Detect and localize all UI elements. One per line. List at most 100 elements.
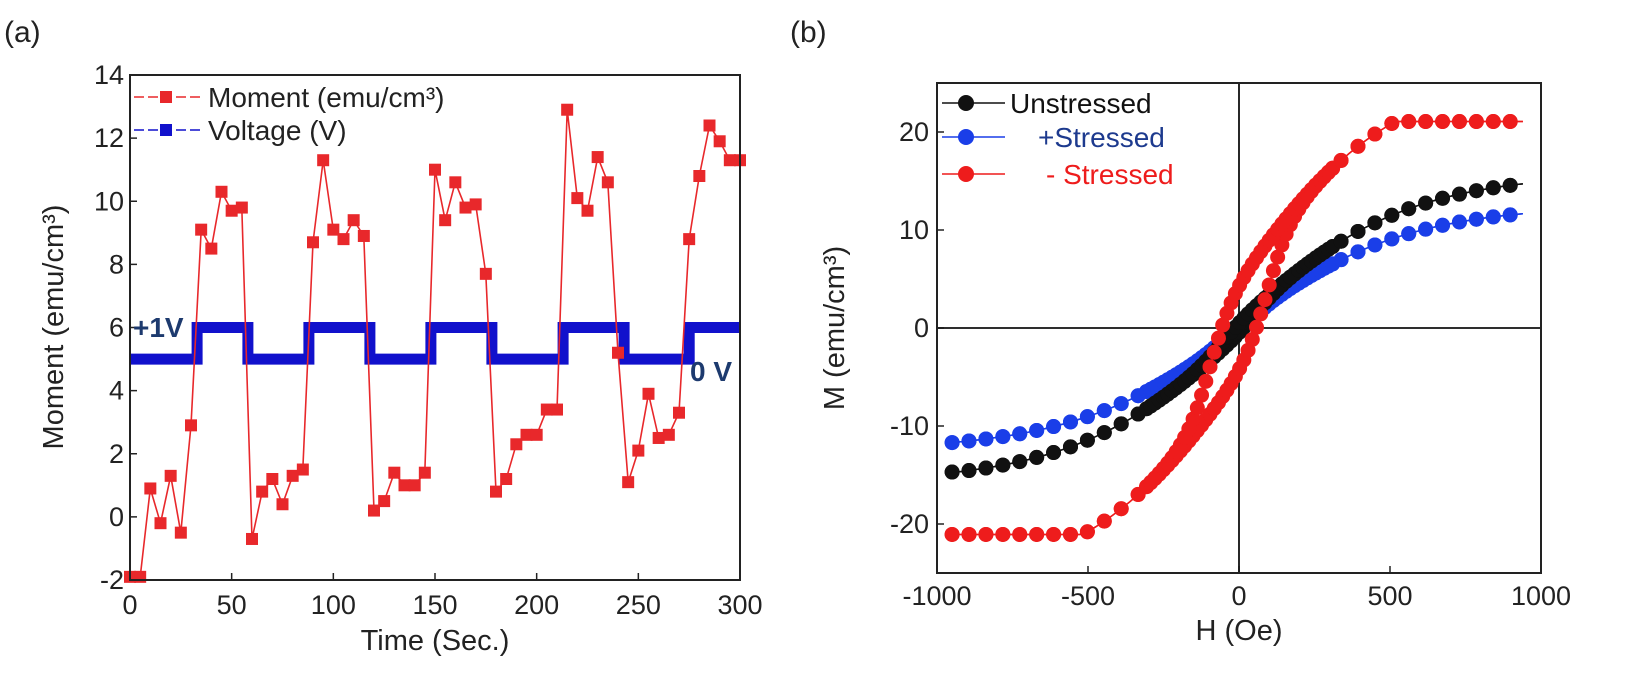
plus-stressed-point xyxy=(1079,409,1095,425)
minus-stressed-point xyxy=(1435,114,1451,130)
moment-point xyxy=(479,267,492,280)
plus-stressed-point xyxy=(1418,221,1434,237)
series-voltage-line xyxy=(130,322,740,365)
minus-stressed-point xyxy=(1215,317,1231,333)
b-ytick-label: 0 xyxy=(914,313,929,343)
unstressed-point xyxy=(1113,416,1129,432)
panel-a-ylabel: Moment (emu/cm³) xyxy=(38,205,70,450)
a-ytick-label: 12 xyxy=(94,123,124,153)
unstressed-point xyxy=(944,464,960,480)
moment-point xyxy=(490,485,502,498)
moment-point xyxy=(357,229,370,242)
unstressed-point xyxy=(978,460,994,476)
a-xtick-label: 50 xyxy=(217,590,247,620)
b-xtick-label: 500 xyxy=(1367,581,1412,611)
panel-a-label: (a) xyxy=(4,16,41,49)
moment-point xyxy=(307,236,319,249)
legend-plus-stressed: +Stressed xyxy=(1038,122,1165,153)
moment-point xyxy=(347,214,360,227)
minus-stressed-point xyxy=(1206,344,1222,360)
unstressed-point xyxy=(1012,454,1028,470)
moment-point xyxy=(713,135,726,148)
moment-point xyxy=(398,479,411,492)
minus-stressed-point xyxy=(1485,114,1501,130)
moment-point xyxy=(591,151,604,164)
plus-stressed-point xyxy=(1096,403,1112,419)
moment-point xyxy=(296,463,309,476)
plus-stressed-point xyxy=(1485,209,1501,225)
minus-stressed-point xyxy=(961,526,977,542)
unstressed-point xyxy=(1502,177,1518,193)
moment-point xyxy=(134,570,147,583)
plus-stressed-point xyxy=(1367,237,1383,253)
a-ytick-label: -2 xyxy=(100,565,124,595)
annotation-0v: 0 V xyxy=(690,356,732,387)
minus-stressed-point xyxy=(978,526,994,542)
moment-point xyxy=(256,485,269,498)
a-ytick-label: 0 xyxy=(109,502,124,532)
plus-stressed-point xyxy=(1012,426,1028,442)
moment-point xyxy=(683,233,696,246)
minus-stressed-point xyxy=(1079,524,1095,540)
b-xtick-label: -500 xyxy=(1061,581,1115,611)
panel-b-legend: Unstressed +Stressed - Stressed xyxy=(942,88,1174,190)
moment-point xyxy=(327,223,340,236)
plus-stressed-point xyxy=(1113,396,1129,412)
minus-stressed-point xyxy=(1046,526,1062,542)
moment-point xyxy=(185,419,197,432)
moment-point xyxy=(205,242,218,255)
unstressed-point xyxy=(1079,432,1095,448)
moment-point xyxy=(154,517,167,530)
b-ytick-label: 10 xyxy=(899,215,929,245)
plus-stressed-point xyxy=(961,433,977,449)
minus-stressed-point xyxy=(1257,292,1273,308)
b-xtick-label: 1000 xyxy=(1511,581,1571,611)
a-xtick-label: 150 xyxy=(412,590,457,620)
plus-stressed-point xyxy=(1451,214,1467,230)
panel-b-frame xyxy=(936,82,1542,574)
legend-marker-minus-stressed xyxy=(958,166,974,182)
moment-point xyxy=(246,532,258,545)
legend-marker-plus-stressed xyxy=(958,129,974,145)
b-ytick-label: 20 xyxy=(899,117,929,147)
moment-point xyxy=(510,438,523,451)
plus-stressed-point xyxy=(1384,231,1400,247)
annotation-plus-1v: +1V xyxy=(133,312,184,343)
unstressed-point xyxy=(995,457,1011,473)
unstressed-point xyxy=(1062,439,1078,455)
moment-point xyxy=(530,428,543,441)
a-xtick-label: 0 xyxy=(122,590,137,620)
moment-point xyxy=(632,444,645,457)
moment-point xyxy=(317,154,330,167)
minus-stressed-point xyxy=(1244,331,1260,347)
unstressed-point xyxy=(1468,183,1484,199)
moment-point xyxy=(703,119,716,132)
legend-unstressed: Unstressed xyxy=(1010,88,1152,119)
a-xtick-label: 300 xyxy=(717,590,762,620)
moment-point xyxy=(469,198,482,211)
unstressed-point xyxy=(1435,190,1451,206)
moment-point xyxy=(723,154,736,167)
unstressed-point xyxy=(1029,449,1045,465)
unstressed-point xyxy=(1333,233,1349,249)
a-xtick-label: 250 xyxy=(616,590,661,620)
b-xtick-label: 0 xyxy=(1231,581,1246,611)
moment-point xyxy=(418,466,431,479)
panel-b-xlabel: H (Oe) xyxy=(1196,615,1283,647)
plus-stressed-point xyxy=(995,429,1011,445)
minus-stressed-point xyxy=(1096,513,1112,529)
moment-point xyxy=(429,163,441,176)
moment-point xyxy=(622,476,635,489)
plus-stressed-point xyxy=(1029,422,1045,438)
moment-point xyxy=(571,192,584,205)
moment-point xyxy=(581,204,594,217)
moment-point xyxy=(164,469,177,482)
minus-stressed-point xyxy=(995,526,1011,542)
b-xtick-label: -1000 xyxy=(902,581,971,611)
minus-stressed-point xyxy=(1249,319,1265,335)
moment-point xyxy=(642,387,655,400)
minus-stressed-point xyxy=(1333,152,1349,168)
minus-stressed-point xyxy=(1261,277,1277,293)
